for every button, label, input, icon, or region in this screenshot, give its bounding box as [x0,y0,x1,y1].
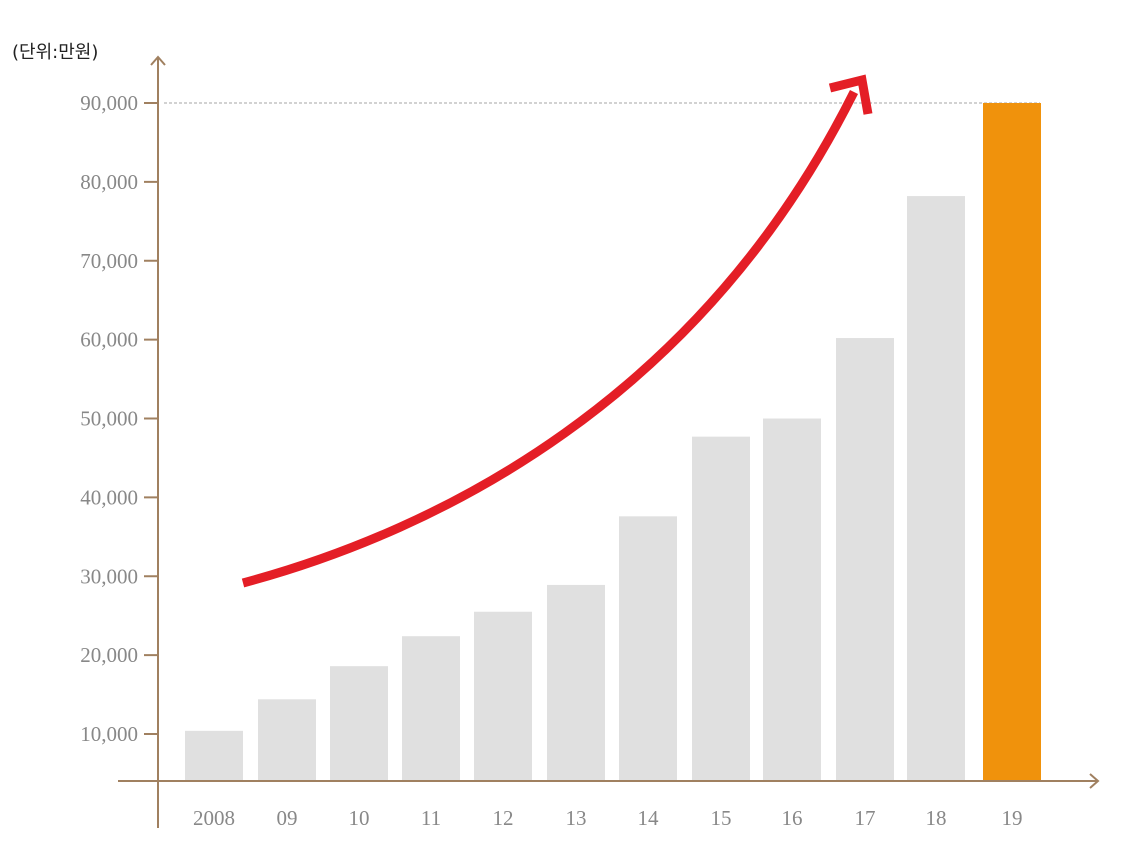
y-tick-label: 20,000 [80,643,138,667]
y-tick-label: 10,000 [80,722,138,746]
x-tick-label: 16 [782,806,803,830]
y-tick-label: 50,000 [80,407,138,431]
x-tick-label: 10 [349,806,370,830]
trend-arrow [241,89,859,588]
bar [907,196,965,781]
x-tick-label: 13 [566,806,587,830]
bar [836,338,894,781]
x-tick-label: 17 [855,806,876,830]
highlight-bar [983,103,1041,781]
bar [619,516,677,781]
y-tick-label: 40,000 [80,485,138,509]
bar [258,699,316,781]
x-axis-arrowhead-icon [1089,773,1100,789]
x-tick-label: 19 [1002,806,1023,830]
bar [547,584,605,781]
bar [402,636,460,781]
x-tick-label: 18 [926,806,947,830]
y-axis-arrowhead-icon [150,55,166,66]
unit-label: (단위:만원) [12,42,98,63]
x-tick-label: 14 [638,806,660,830]
y-tick-label: 60,000 [80,328,138,352]
y-tick-label: 80,000 [80,170,138,194]
x-tick-label: 12 [493,806,514,830]
trend-arrowhead-icon [828,74,873,115]
bar [763,418,821,781]
x-tick-label: 15 [711,806,732,830]
x-tick-label: 2008 [193,806,235,830]
bar [330,666,388,781]
x-tick-label: 09 [277,806,298,830]
y-tick-label: 30,000 [80,564,138,588]
x-tick-label: 11 [421,806,441,830]
bar [692,436,750,781]
y-tick-label: 90,000 [80,91,138,115]
bar [474,611,532,781]
y-tick-label: 70,000 [80,249,138,273]
bar [185,730,243,781]
